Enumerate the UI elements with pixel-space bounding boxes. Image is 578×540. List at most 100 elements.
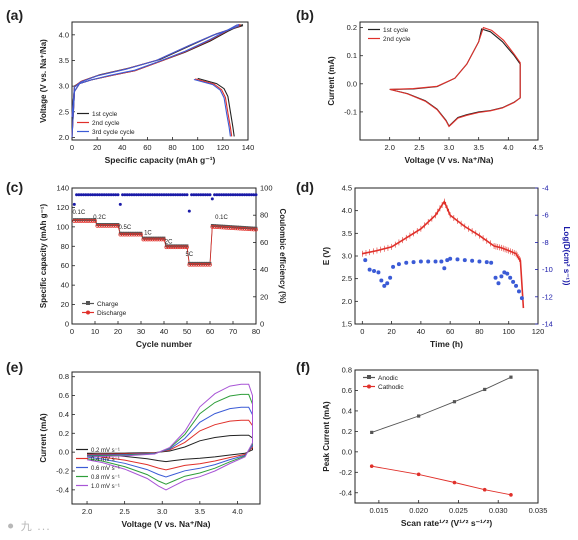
legend-label: 1st cycle bbox=[92, 111, 118, 118]
y-tick-label: 80 bbox=[61, 242, 69, 251]
diffusion-point bbox=[508, 275, 513, 280]
y2-tick-label: -4 bbox=[542, 184, 549, 193]
x-tick-label: 3.0 bbox=[157, 507, 167, 516]
efficiency-point bbox=[203, 193, 207, 197]
discharge-point bbox=[194, 262, 199, 267]
y-tick-label: 2.0 bbox=[59, 133, 69, 142]
x-axis-label: Specific capacity (mAh g⁻¹) bbox=[105, 155, 216, 165]
discharge-point bbox=[164, 245, 169, 250]
discharge-line bbox=[74, 220, 257, 266]
efficiency-point bbox=[123, 193, 127, 197]
efficiency-point bbox=[210, 197, 214, 201]
discharge-point bbox=[123, 232, 127, 237]
y-tick-label: 40 bbox=[61, 281, 69, 290]
y-tick-label: 60 bbox=[61, 261, 69, 270]
efficiency-point bbox=[116, 193, 120, 197]
efficiency-point bbox=[130, 193, 134, 197]
discharge-point bbox=[102, 224, 107, 228]
efficiency-point bbox=[148, 193, 152, 197]
y-tick-label: 3.5 bbox=[59, 56, 69, 65]
peak-point bbox=[452, 480, 457, 485]
x-tick-label: 0 bbox=[360, 327, 364, 336]
y2-tick-label: 0 bbox=[260, 320, 264, 329]
discharge-point bbox=[143, 237, 148, 242]
efficiency-point bbox=[146, 193, 150, 197]
y-axis-label: Current (mA) bbox=[39, 413, 48, 463]
discharge-point bbox=[150, 237, 155, 242]
legend-label: 0.8 mV s⁻¹ bbox=[91, 475, 120, 481]
discharge-point bbox=[81, 219, 86, 223]
efficiency-point bbox=[121, 193, 125, 197]
y-tick-label: -0.2 bbox=[339, 468, 352, 477]
efficiency-point bbox=[98, 193, 102, 197]
legend-label: 1st cycle bbox=[383, 27, 409, 34]
peak-point bbox=[416, 472, 421, 477]
discharge-point bbox=[171, 245, 176, 250]
x-axis-label: Time (h) bbox=[430, 339, 463, 349]
x-tick-label: 20 bbox=[387, 327, 395, 336]
peak-point bbox=[509, 493, 513, 497]
legend-label: 1.0 mV s⁻¹ bbox=[91, 484, 120, 490]
efficiency-point bbox=[199, 193, 203, 197]
discharge-point bbox=[116, 224, 120, 228]
x-axis-label: Cycle number bbox=[136, 339, 193, 349]
x-tick-label: 2.0 bbox=[384, 143, 394, 152]
efficiency-point bbox=[190, 193, 194, 197]
x-tick-label: 140 bbox=[242, 143, 255, 152]
diffusion-point bbox=[514, 283, 519, 288]
legend-label: Anodic bbox=[378, 375, 399, 382]
discharge-point bbox=[169, 245, 173, 250]
y-tick-label: 0.4 bbox=[342, 406, 352, 415]
efficiency-point bbox=[231, 193, 235, 197]
discharge-point bbox=[157, 237, 162, 242]
efficiency-point bbox=[169, 193, 173, 197]
efficiency-point bbox=[201, 193, 205, 197]
diffusion-point bbox=[388, 275, 393, 280]
y2-tick-label: -14 bbox=[542, 320, 553, 329]
x-tick-label: 2.0 bbox=[82, 507, 92, 516]
discharge-point bbox=[90, 219, 95, 223]
efficiency-point bbox=[171, 193, 175, 197]
efficiency-point bbox=[247, 193, 251, 197]
y-tick-label: 4.5 bbox=[342, 184, 352, 193]
efficiency-point bbox=[226, 193, 230, 197]
plot-frame bbox=[71, 21, 249, 141]
peak-point bbox=[417, 414, 421, 418]
y-tick-label: 0.8 bbox=[342, 366, 352, 375]
efficiency-point bbox=[220, 193, 223, 197]
cv-scan-curve bbox=[86, 383, 253, 491]
efficiency-point bbox=[167, 193, 171, 197]
y-axis-label: Voltage (V vs. Na⁺/Na) bbox=[39, 39, 48, 123]
discharge-point bbox=[132, 232, 136, 237]
rate-label: 0.1C bbox=[215, 215, 228, 221]
y-axis-label: Specific capacity (mAh g⁻¹) bbox=[39, 204, 48, 309]
discharge-point bbox=[136, 232, 141, 237]
panel-label: (d) bbox=[296, 179, 314, 195]
efficiency-point bbox=[111, 193, 115, 197]
discharge-point bbox=[162, 237, 166, 242]
peak-point bbox=[452, 400, 457, 404]
y-tick-label: 0.0 bbox=[342, 447, 352, 456]
x-tick-label: 4.5 bbox=[533, 143, 543, 152]
discharge-point bbox=[127, 232, 132, 237]
discharge-point bbox=[178, 245, 182, 250]
panel-label: (b) bbox=[296, 7, 314, 23]
x-tick-label: 2.5 bbox=[414, 143, 424, 152]
efficiency-point bbox=[151, 193, 154, 197]
x-tick-label: 120 bbox=[217, 143, 230, 152]
y-tick-label: 0.6 bbox=[59, 391, 69, 400]
discharge-point bbox=[88, 219, 93, 223]
discharge-point bbox=[205, 262, 210, 267]
discharge-point bbox=[93, 219, 97, 223]
y2-tick-label: -12 bbox=[542, 292, 553, 301]
efficiency-point bbox=[183, 193, 187, 197]
diffusion-point bbox=[477, 259, 482, 264]
y-tick-label: 1.5 bbox=[342, 320, 352, 329]
legend-label: Discharge bbox=[97, 310, 127, 317]
x-tick-label: 80 bbox=[252, 327, 260, 336]
x-tick-label: 100 bbox=[502, 327, 515, 336]
rate-label: 1C bbox=[144, 231, 152, 237]
legend-label: Charge bbox=[97, 301, 119, 308]
diffusion-point bbox=[385, 281, 390, 286]
x-tick-label: 40 bbox=[417, 327, 425, 336]
